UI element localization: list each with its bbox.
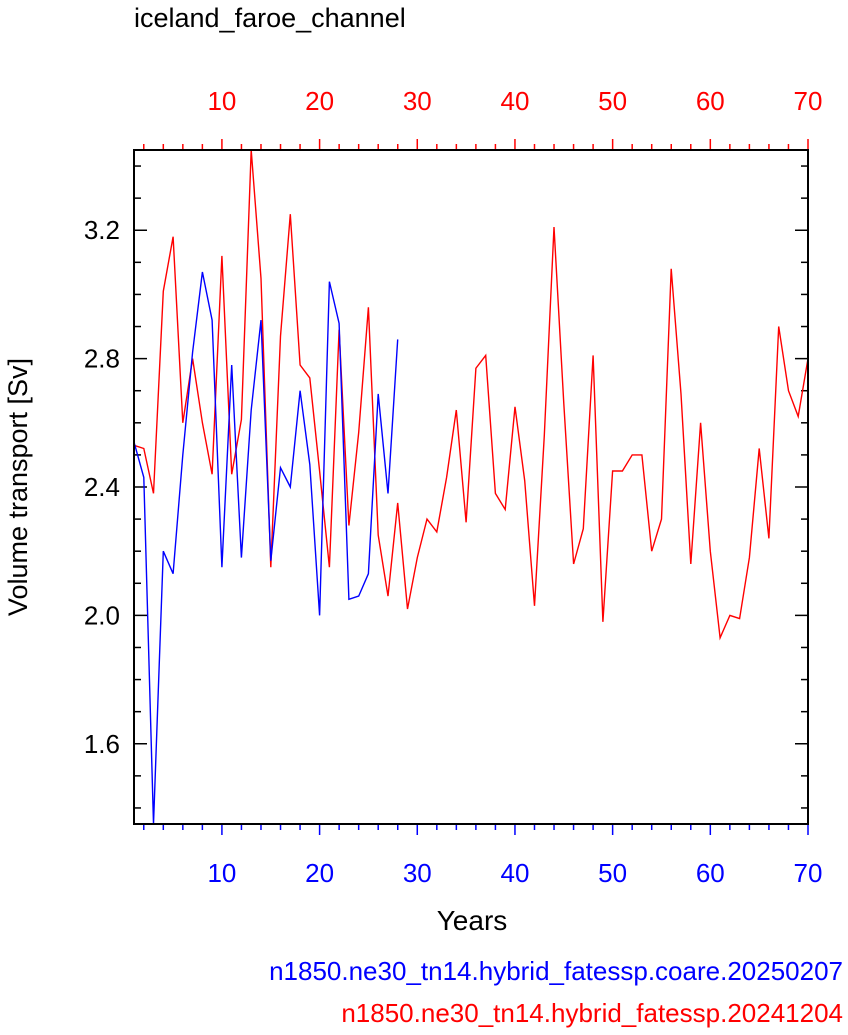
y-tick-label: 1.6 xyxy=(84,729,120,759)
x-top-tick-label: 40 xyxy=(500,86,529,116)
x-top-tick-label: 30 xyxy=(403,86,432,116)
chart-title: iceland_faroe_channel xyxy=(134,3,406,33)
x-axis-label: Years xyxy=(437,905,508,936)
legend-entry-blue-series: n1850.ne30_tn14.hybrid_fatessp.coare.202… xyxy=(269,956,843,986)
legend-entry-red-series: n1850.ne30_tn14.hybrid_fatessp.20241204 xyxy=(341,998,843,1028)
x-bottom-tick-label: 50 xyxy=(598,858,627,888)
x-bottom-tick-label: 70 xyxy=(794,858,823,888)
top-x-tick-labels: 10 20 30 40 50 60 70 xyxy=(207,86,822,116)
bottom-x-tick-labels: 10 20 30 40 50 60 70 xyxy=(207,858,822,888)
x-bottom-tick-label: 20 xyxy=(305,858,334,888)
y-tick-label: 3.2 xyxy=(84,215,120,245)
series-line-red xyxy=(133,149,809,641)
series-line-blue xyxy=(133,271,399,825)
x-bottom-tick-label: 60 xyxy=(696,858,725,888)
x-bottom-tick-label: 30 xyxy=(403,858,432,888)
y-tick-label: 2.4 xyxy=(84,472,120,502)
y-tick-label: 2.0 xyxy=(84,600,120,630)
x-top-tick-label: 20 xyxy=(305,86,334,116)
x-bottom-tick-label: 40 xyxy=(500,858,529,888)
x-top-tick-label: 50 xyxy=(598,86,627,116)
y-axis-label: Volume transport [Sv] xyxy=(3,358,33,616)
y-tick-labels: 1.6 2.0 2.4 2.8 3.2 xyxy=(84,215,120,759)
x-top-tick-label: 10 xyxy=(207,86,236,116)
x-top-tick-label: 60 xyxy=(696,86,725,116)
x-top-tick-label: 70 xyxy=(794,86,823,116)
plot-area xyxy=(133,149,809,825)
plot-frame xyxy=(133,149,809,825)
axis-ticks xyxy=(134,139,809,835)
y-tick-label: 2.8 xyxy=(84,344,120,374)
x-bottom-tick-label: 10 xyxy=(207,858,236,888)
